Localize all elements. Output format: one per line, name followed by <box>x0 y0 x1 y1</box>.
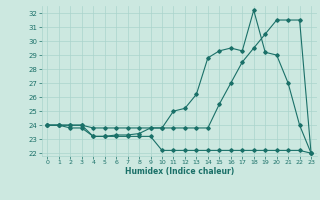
X-axis label: Humidex (Indice chaleur): Humidex (Indice chaleur) <box>124 167 234 176</box>
